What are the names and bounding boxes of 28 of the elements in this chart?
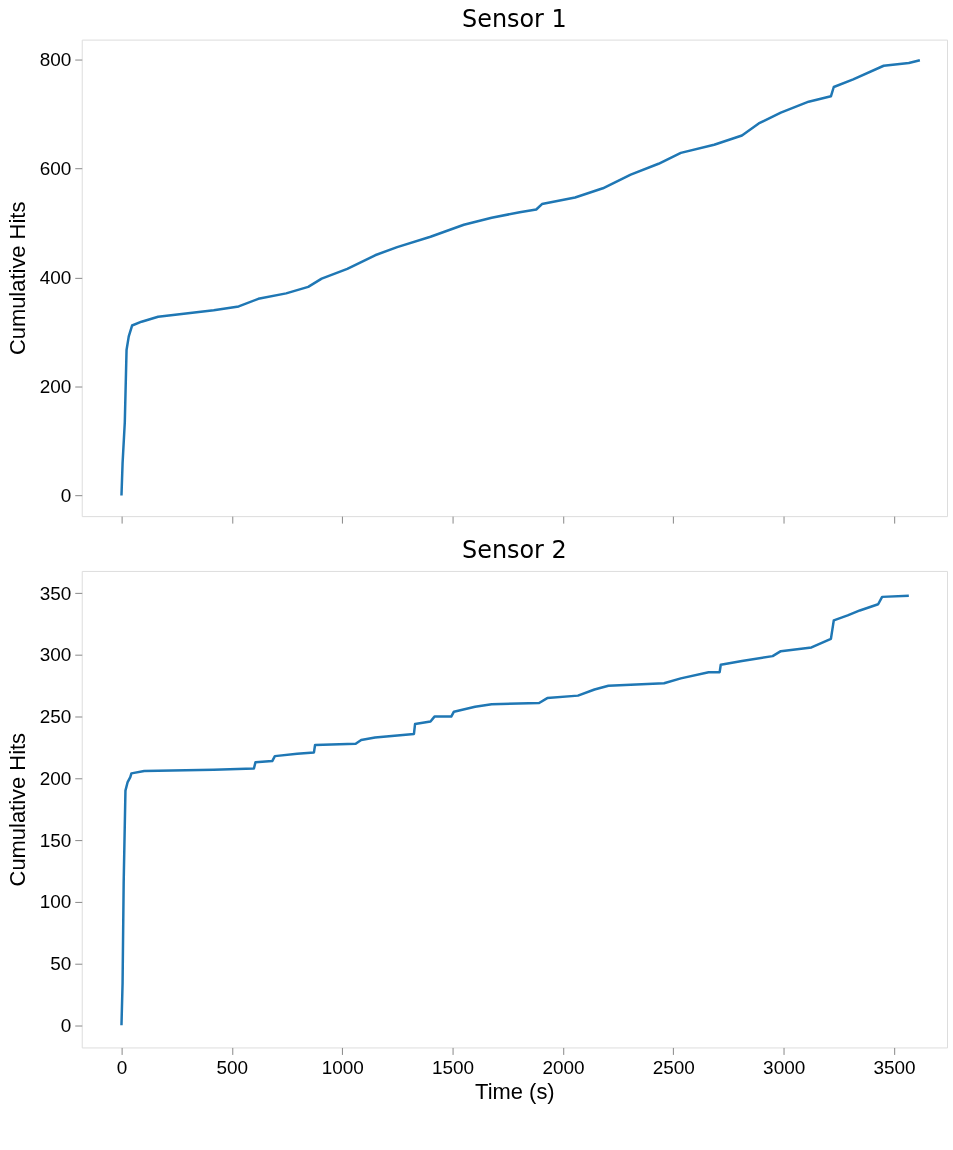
y-axis-title: Cumulative Hits — [4, 732, 30, 887]
y-tick-label: 200 — [39, 767, 72, 789]
x-axis-title: Time (s) — [475, 1078, 555, 1104]
y-axis-title: Cumulative Hits — [4, 201, 30, 356]
y-tick-label: 600 — [39, 158, 72, 180]
x-tick-label: 1000 — [321, 1056, 364, 1078]
line-series — [120, 59, 922, 497]
y-tick-label: 50 — [50, 952, 72, 974]
y-tick-label: 200 — [39, 375, 72, 397]
y-tick-label: 300 — [39, 644, 72, 666]
x-tick-label: 2000 — [542, 1056, 585, 1078]
x-tick-label: 3000 — [763, 1056, 806, 1078]
y-tick-label: 0 — [60, 1014, 72, 1036]
y-tick-label: 150 — [39, 829, 72, 851]
y-tick-label: 400 — [39, 267, 72, 289]
x-tick-label: 3500 — [873, 1056, 916, 1078]
x-tick-label: 0 — [116, 1056, 128, 1078]
y-tick-label: 350 — [39, 582, 72, 604]
y-tick-label: 0 — [60, 484, 72, 506]
chart-title: Sensor 1 — [462, 4, 567, 33]
y-tick-label: 800 — [39, 49, 72, 71]
x-tick-label: 1500 — [432, 1056, 475, 1078]
chart-title: Sensor 2 — [462, 535, 567, 564]
x-tick-label: 2500 — [652, 1056, 695, 1078]
line-series — [120, 594, 911, 1027]
y-tick-label: 250 — [39, 706, 72, 728]
x-tick-label: 500 — [216, 1056, 249, 1078]
y-tick-label: 100 — [39, 891, 72, 913]
